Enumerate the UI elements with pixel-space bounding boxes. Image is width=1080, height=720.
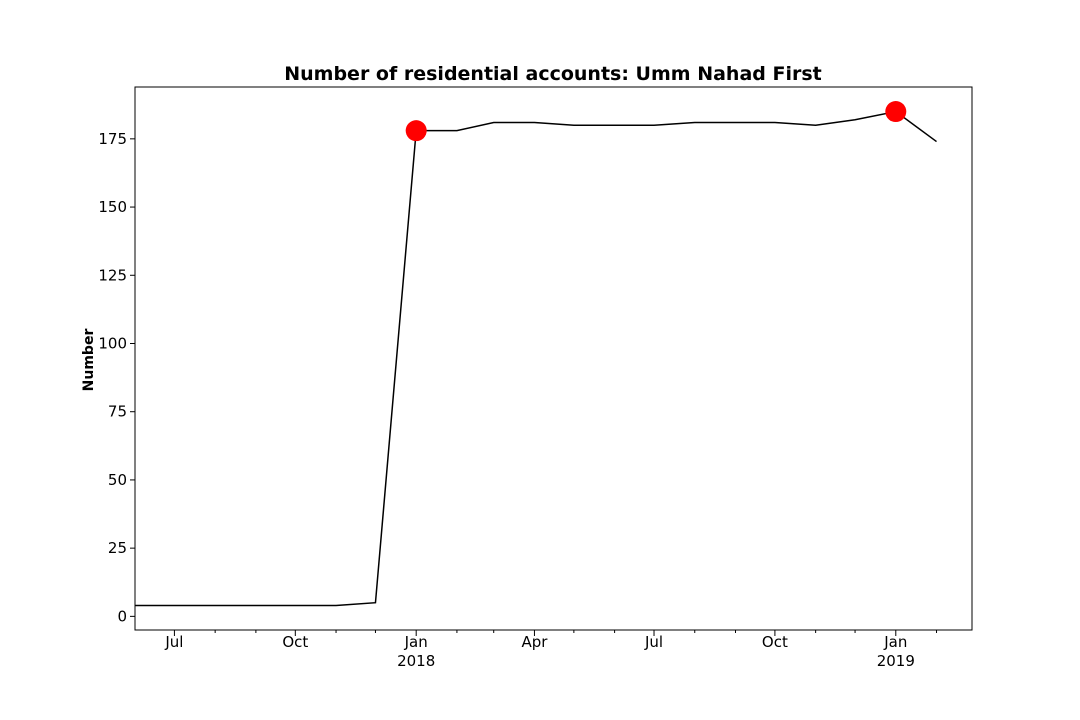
marker-layer: [405, 101, 907, 142]
highlight-point-marker: [885, 101, 907, 123]
y-tick-label: 25: [108, 539, 127, 557]
y-tick-label: 175: [98, 130, 127, 148]
y-axis-label: Number: [81, 329, 97, 392]
series-layer: [135, 110, 937, 607]
y-tick-label: 150: [98, 198, 127, 216]
highlight-point-marker: [405, 120, 427, 142]
x-tick-year-label: 2018: [397, 652, 435, 670]
x-tick-label: Jul: [164, 633, 183, 651]
y-tick-label: 100: [98, 334, 127, 352]
y-tick-label: 0: [117, 607, 127, 625]
x-tick-label: Oct: [762, 633, 788, 651]
x-tick-label: Jan: [404, 633, 428, 651]
y-axis-ticks: 0 25 50 75 100 125 150 175: [98, 130, 135, 625]
x-tick-label: Jan: [883, 633, 907, 651]
chart-title: Number of residential accounts: Umm Naha…: [284, 63, 822, 85]
plot-frame: [134, 86, 973, 631]
y-tick-label: 50: [108, 471, 127, 489]
x-tick-year-label: 2019: [877, 652, 915, 670]
series-line: [135, 110, 937, 607]
y-tick-label: 75: [108, 403, 127, 421]
x-tick-label: Jul: [644, 633, 663, 651]
x-tick-label: Apr: [521, 633, 548, 651]
x-tick-label: Oct: [282, 633, 308, 651]
y-tick-label: 125: [98, 266, 127, 284]
